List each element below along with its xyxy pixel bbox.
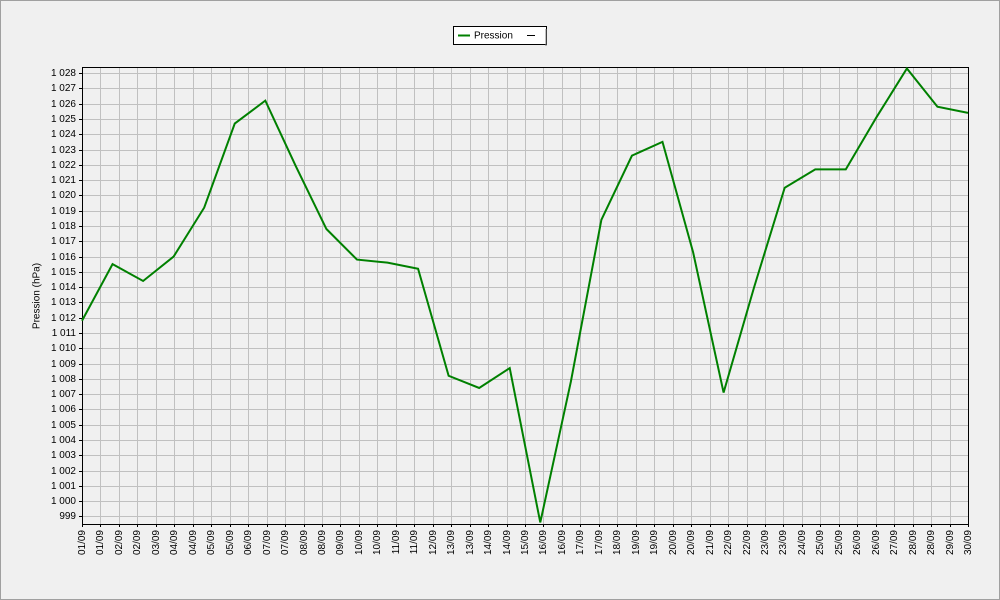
data-line: [81, 66, 969, 523]
y-tick-label: 1 001: [51, 481, 76, 492]
x-tick-label: 07/09: [262, 530, 273, 555]
y-tick-label: 999: [59, 511, 76, 522]
x-tick-label: 14/09: [483, 530, 494, 555]
x-tick-label: 02/09: [114, 530, 125, 555]
x-tick-label: 10/09: [372, 530, 383, 555]
x-tick-label: 20/09: [686, 530, 697, 555]
legend: Pression: [453, 26, 547, 46]
x-tick-label: 08/09: [299, 530, 310, 555]
x-tick-label: 19/09: [631, 530, 642, 555]
x-tick-label: 11/09: [409, 530, 420, 555]
x-tick-label: 17/09: [575, 530, 586, 555]
x-tick-label: 23/09: [778, 530, 789, 555]
x-tick-label: 21/09: [705, 530, 716, 555]
y-tick-label: 1 008: [51, 374, 76, 385]
x-tick-label: 27/09: [889, 530, 900, 555]
y-tick-label: 1 017: [51, 236, 76, 247]
x-tick-label: 05/09: [225, 530, 236, 555]
y-tick-label: 1 022: [51, 160, 76, 171]
y-tick-label: 1 002: [51, 466, 76, 477]
x-tick-label: 24/09: [797, 530, 808, 555]
x-tick-label: 03/09: [151, 530, 162, 555]
x-tick-label: 13/09: [465, 530, 476, 555]
x-tick-label: 02/09: [132, 530, 143, 555]
x-tick-label: 05/09: [206, 530, 217, 555]
x-tick-label: 23/09: [760, 530, 771, 555]
x-tick-label: 18/09: [612, 530, 623, 555]
x-tick-label: 29/09: [945, 530, 956, 555]
y-tick-label: 1 013: [51, 297, 76, 308]
x-tick-label: 17/09: [594, 530, 605, 555]
y-tick-label: 1 000: [51, 496, 76, 507]
x-tick-label: 04/09: [169, 530, 180, 555]
y-tick-label: 1 025: [51, 114, 76, 125]
x-tick-label: 11/09: [391, 530, 402, 555]
x-tick-label: 22/09: [723, 530, 734, 555]
x-tick-label: 12/09: [428, 530, 439, 555]
x-tick-label: 26/09: [852, 530, 863, 555]
y-tick-label: 1 010: [51, 343, 76, 354]
x-tick-label: 22/09: [742, 530, 753, 555]
y-tick-label: 1 003: [51, 450, 76, 461]
y-tick-label: 1 028: [51, 68, 76, 79]
x-tick-label: 09/09: [335, 530, 346, 555]
y-tick-label: 1 015: [51, 267, 76, 278]
plot-border: [82, 67, 969, 525]
y-tick-label: 1 021: [51, 175, 76, 186]
y-tick-label: 1 027: [51, 83, 76, 94]
x-tick-label: 10/09: [354, 530, 365, 555]
y-tick-label: 1 023: [51, 145, 76, 156]
x-tick-label: 04/09: [188, 530, 199, 555]
x-tick-label: 06/09: [243, 530, 254, 555]
x-tick-label: 14/09: [502, 530, 513, 555]
x-tick-label: 13/09: [446, 530, 457, 555]
y-tick-label: 1 005: [51, 420, 76, 431]
y-tick-label: 1 014: [51, 282, 76, 293]
y-tick-label: 1 024: [51, 129, 76, 140]
y-tick-label: 1 011: [52, 328, 77, 339]
x-tick-label: 28/09: [908, 530, 919, 555]
legend-label: Pression: [474, 31, 513, 42]
x-tick-label: 16/09: [538, 530, 549, 555]
y-tick-label: 1 007: [51, 389, 76, 400]
x-tick-label: 01/09: [95, 530, 106, 555]
x-tick-label: 01/09: [77, 530, 88, 555]
y-tick-label: 1 026: [51, 99, 76, 110]
x-tick-label: 08/09: [317, 530, 328, 555]
y-tick-label: 1 009: [51, 359, 76, 370]
x-tick-label: 25/09: [815, 530, 826, 555]
x-tick-label: 07/09: [280, 530, 291, 555]
x-tick-label: 26/09: [871, 530, 882, 555]
x-tick-label: 30/09: [963, 530, 974, 555]
y-tick-label: 1 004: [51, 435, 76, 446]
x-tick-label: 28/09: [926, 530, 937, 555]
y-tick-label: 1 019: [51, 206, 76, 217]
y-tick-label: 1 016: [51, 252, 76, 263]
y-tick-label: 1 018: [51, 221, 76, 232]
x-tick-label: 15/09: [520, 530, 531, 555]
x-tick-label: 20/09: [668, 530, 679, 555]
x-tick-label: 25/09: [834, 530, 845, 555]
y-axis-label: Pression (hPa): [32, 263, 43, 329]
y-tick-label: 1 020: [51, 190, 76, 201]
x-tick-label: 16/09: [557, 530, 568, 555]
y-tick-label: 1 012: [51, 313, 76, 324]
x-tick-label: 19/09: [649, 530, 660, 555]
y-tick-label: 1 006: [51, 404, 76, 415]
